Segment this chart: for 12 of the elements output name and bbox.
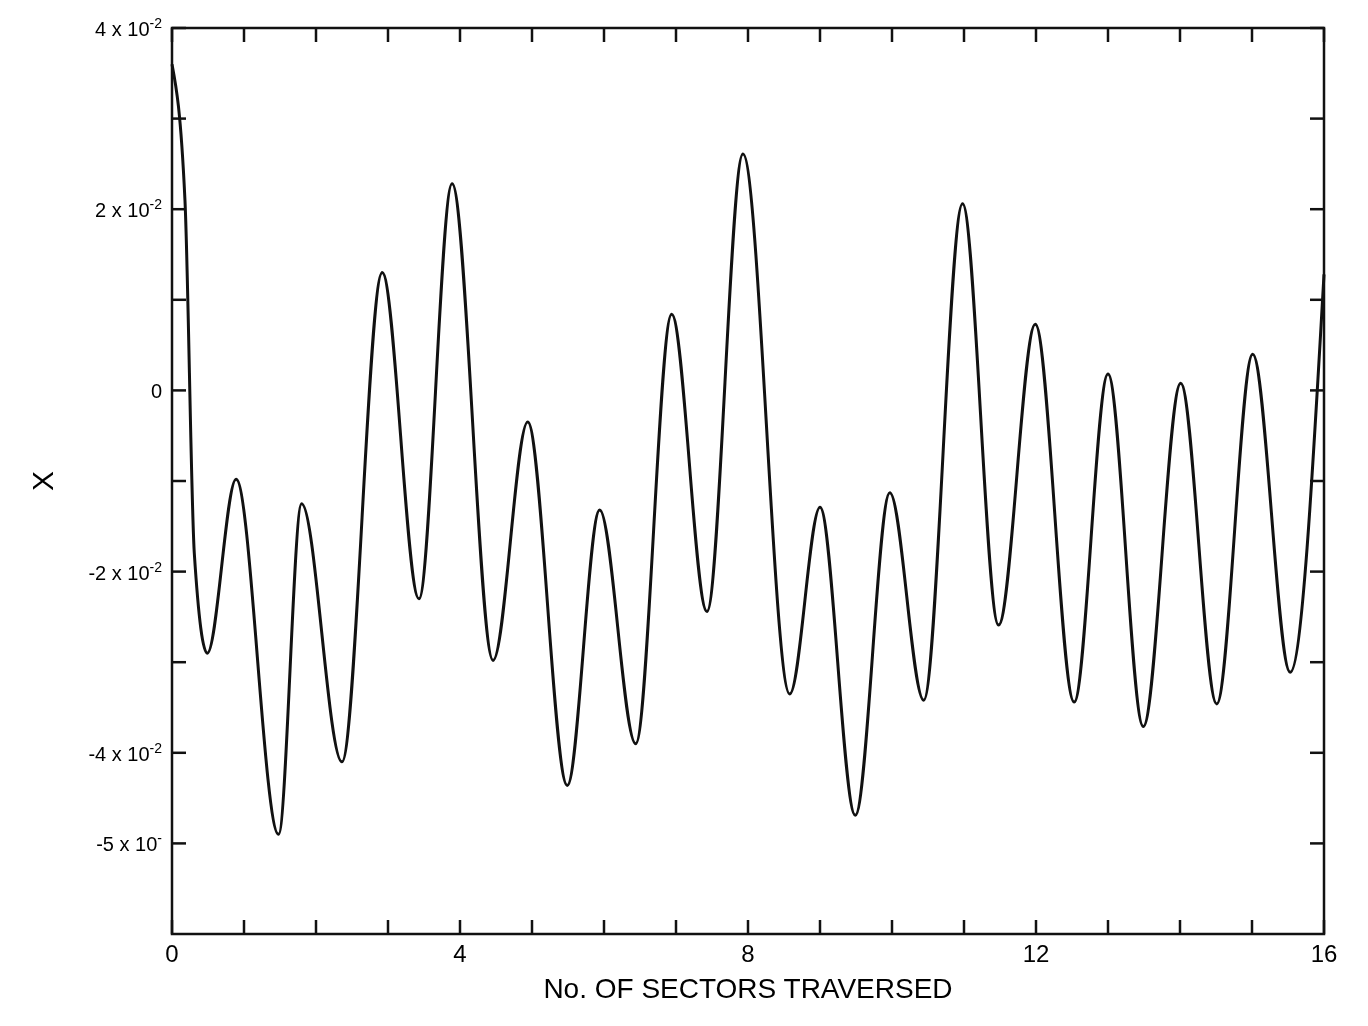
y-axis-title: X xyxy=(26,470,59,492)
y-tick-label: 4 x 10$^{-2}$ xyxy=(95,15,163,40)
x-tick-label: 8 xyxy=(741,940,755,967)
y-tick-label: -4 x 10$^{-2}$ xyxy=(88,739,163,765)
y-tick-label: 2 x 10$^{-2}$ xyxy=(95,196,163,222)
x-axis-title: No. OF SECTORS TRAVERSED xyxy=(543,973,953,1004)
x-tick-label: 16 xyxy=(1310,940,1338,967)
y-tick-label: 0 xyxy=(150,380,162,403)
x-tick-label: 4 xyxy=(453,940,467,967)
y-tick-label: -2 x 10$^{-2}$ xyxy=(88,558,163,584)
y-tick-label: -5 x 10$^{-}$ xyxy=(96,830,163,856)
x-tick-label: 12 xyxy=(1022,940,1050,967)
